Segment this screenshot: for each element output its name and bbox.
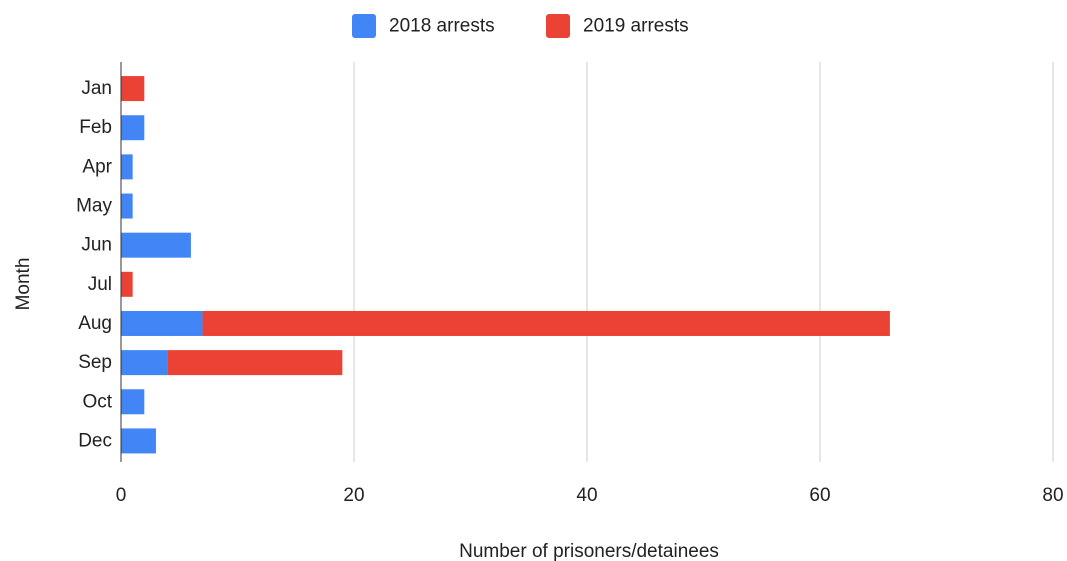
x-tick-label-20: 20 [343, 485, 364, 506]
bar-jul-2019-arrests: 2019 arrests — Jul: 1 [121, 271, 133, 297]
y-tick-label-may: May [76, 196, 112, 217]
bar-aug-2018-arrests: 2018 arrests — Aug: 7 [121, 310, 203, 336]
y-axis-title: Month [13, 258, 34, 311]
bar-sep-2019-arrests: 2019 arrests — Sep: 15 [167, 350, 343, 376]
y-tick-label-aug: Aug [78, 313, 112, 334]
y-tick-label-sep: Sep [78, 352, 112, 373]
bar-feb-2018-arrests: 2018 arrests — Feb: 2 [121, 115, 145, 141]
y-tick-labels: Jan Feb Apr May Jun Jul Aug Sep Oct Dec [76, 78, 113, 451]
x-tick-label-40: 40 [576, 485, 597, 506]
legend-label-2018-arrests: 2018 arrests [389, 16, 495, 37]
gridlines [353, 62, 1054, 462]
y-tick-label-jul: Jul [88, 274, 112, 295]
x-tick-label-80: 80 [1042, 485, 1063, 506]
y-tick-label-oct: Oct [82, 391, 112, 412]
bar-aug-2019-arrests: 2019 arrests — Aug: 59 [202, 310, 890, 336]
legend-label-2019-arrests: 2019 arrests [583, 16, 689, 37]
bar-jun-2018-arrests: 2018 arrests — Jun: 6 [121, 232, 191, 258]
legend-item-2019-arrests: 2019 arrests [546, 14, 689, 38]
y-tick-label-apr: Apr [82, 156, 112, 177]
y-tick-label-jan: Jan [81, 78, 112, 99]
x-tick-label-0: 0 [116, 485, 127, 506]
bar-jan-2019-arrests: 2019 arrests — Jan: 2 [121, 76, 145, 102]
legend-swatch-2019-arrests [546, 14, 570, 38]
y-tick-label-feb: Feb [79, 117, 112, 138]
legend-item-2018-arrests: 2018 arrests [352, 14, 495, 38]
bar-dec-2018-arrests: 2018 arrests — Dec: 3 [121, 428, 156, 454]
bar-oct-2018-arrests: 2018 arrests — Oct: 2 [121, 389, 145, 415]
x-tick-label-60: 60 [809, 485, 830, 506]
bar-sep-2018-arrests: 2018 arrests — Sep: 4 [121, 350, 168, 376]
bar-may-2018-arrests: 2018 arrests — May: 1 [121, 193, 133, 219]
bar-apr-2018-arrests: 2018 arrests — Apr: 1 [121, 154, 133, 180]
x-axis-title: Number of prisoners/detainees [459, 541, 719, 561]
legend-swatch-2018-arrests [352, 14, 376, 38]
legend: 2018 arrests 2019 arrests [352, 14, 689, 38]
x-tick-labels: 0 20 40 60 80 [116, 485, 1064, 506]
y-tick-label-jun: Jun [81, 235, 112, 256]
y-tick-label-dec: Dec [78, 430, 112, 451]
bars: 2019 arrests — Jan: 2 2018 arrests — Feb:… [121, 76, 890, 454]
